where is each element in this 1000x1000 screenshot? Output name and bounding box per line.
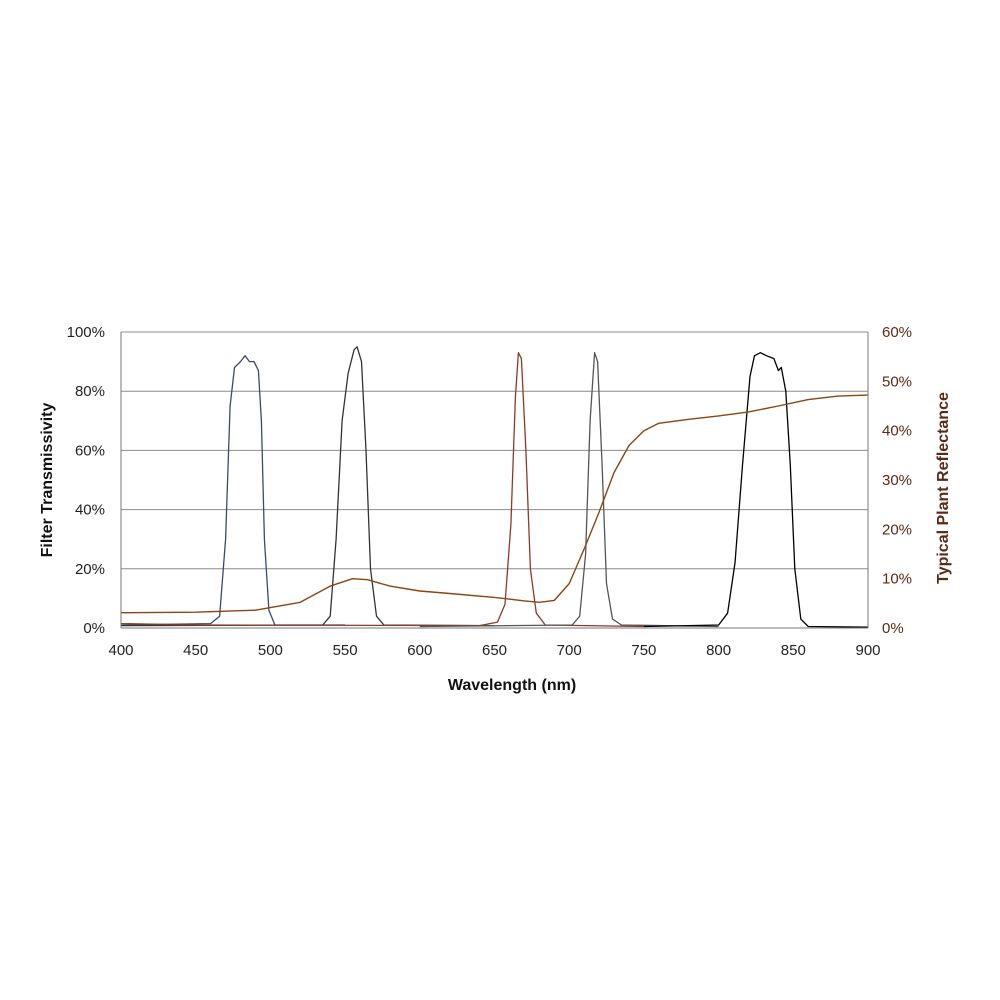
y2-tick-label: 0% [882,620,904,637]
x-axis-title: Wavelength (nm) [448,677,576,694]
y2-tick-label: 30% [882,472,912,489]
y2-tick-label: 20% [882,521,912,538]
y2-tick-label: 40% [882,423,912,440]
y-tick-label: 20% [75,561,105,578]
y-tick-label: 60% [75,442,105,459]
x-tick-label: 450 [183,642,208,659]
x-tick-label: 550 [333,642,358,659]
x-tick-label: 400 [108,642,133,659]
data-series [120,346,869,628]
y2-tick-label: 50% [882,373,912,390]
filter-band-line-4 [419,352,719,628]
y-tick-label: 0% [83,620,105,637]
x-tick-label: 650 [482,642,507,659]
x-tick-label: 600 [407,642,432,659]
y2-axis-title: Typical Plant Reflectance [935,392,952,584]
y-tick-label: 80% [75,383,105,400]
x-tick-label: 800 [706,642,731,659]
x-tick-label: 500 [258,642,283,659]
filter-band-line-2 [120,346,495,627]
y2-tick-label: 60% [882,324,912,341]
plant-reflectance-line [120,394,869,614]
y2-tick-label: 10% [882,571,912,588]
filter-band-line-5 [643,352,869,628]
x-tick-label: 850 [781,642,806,659]
axes [120,332,869,629]
tick-labels: 0% 20% 40% 60% 80% 100% 0% 10% 20% 30% 40% 50% 60% 40… [67,324,912,659]
filter-band-line-1 [120,355,346,626]
x-tick-label: 900 [855,642,880,659]
x-tick-label: 750 [631,642,656,659]
y-axis-title: Filter Transmissivity [39,403,56,558]
filter-band-line-3 [120,352,644,628]
y-tick-label: 40% [75,502,105,519]
y-tick-label: 100% [67,324,105,341]
x-tick-label: 700 [557,642,582,659]
